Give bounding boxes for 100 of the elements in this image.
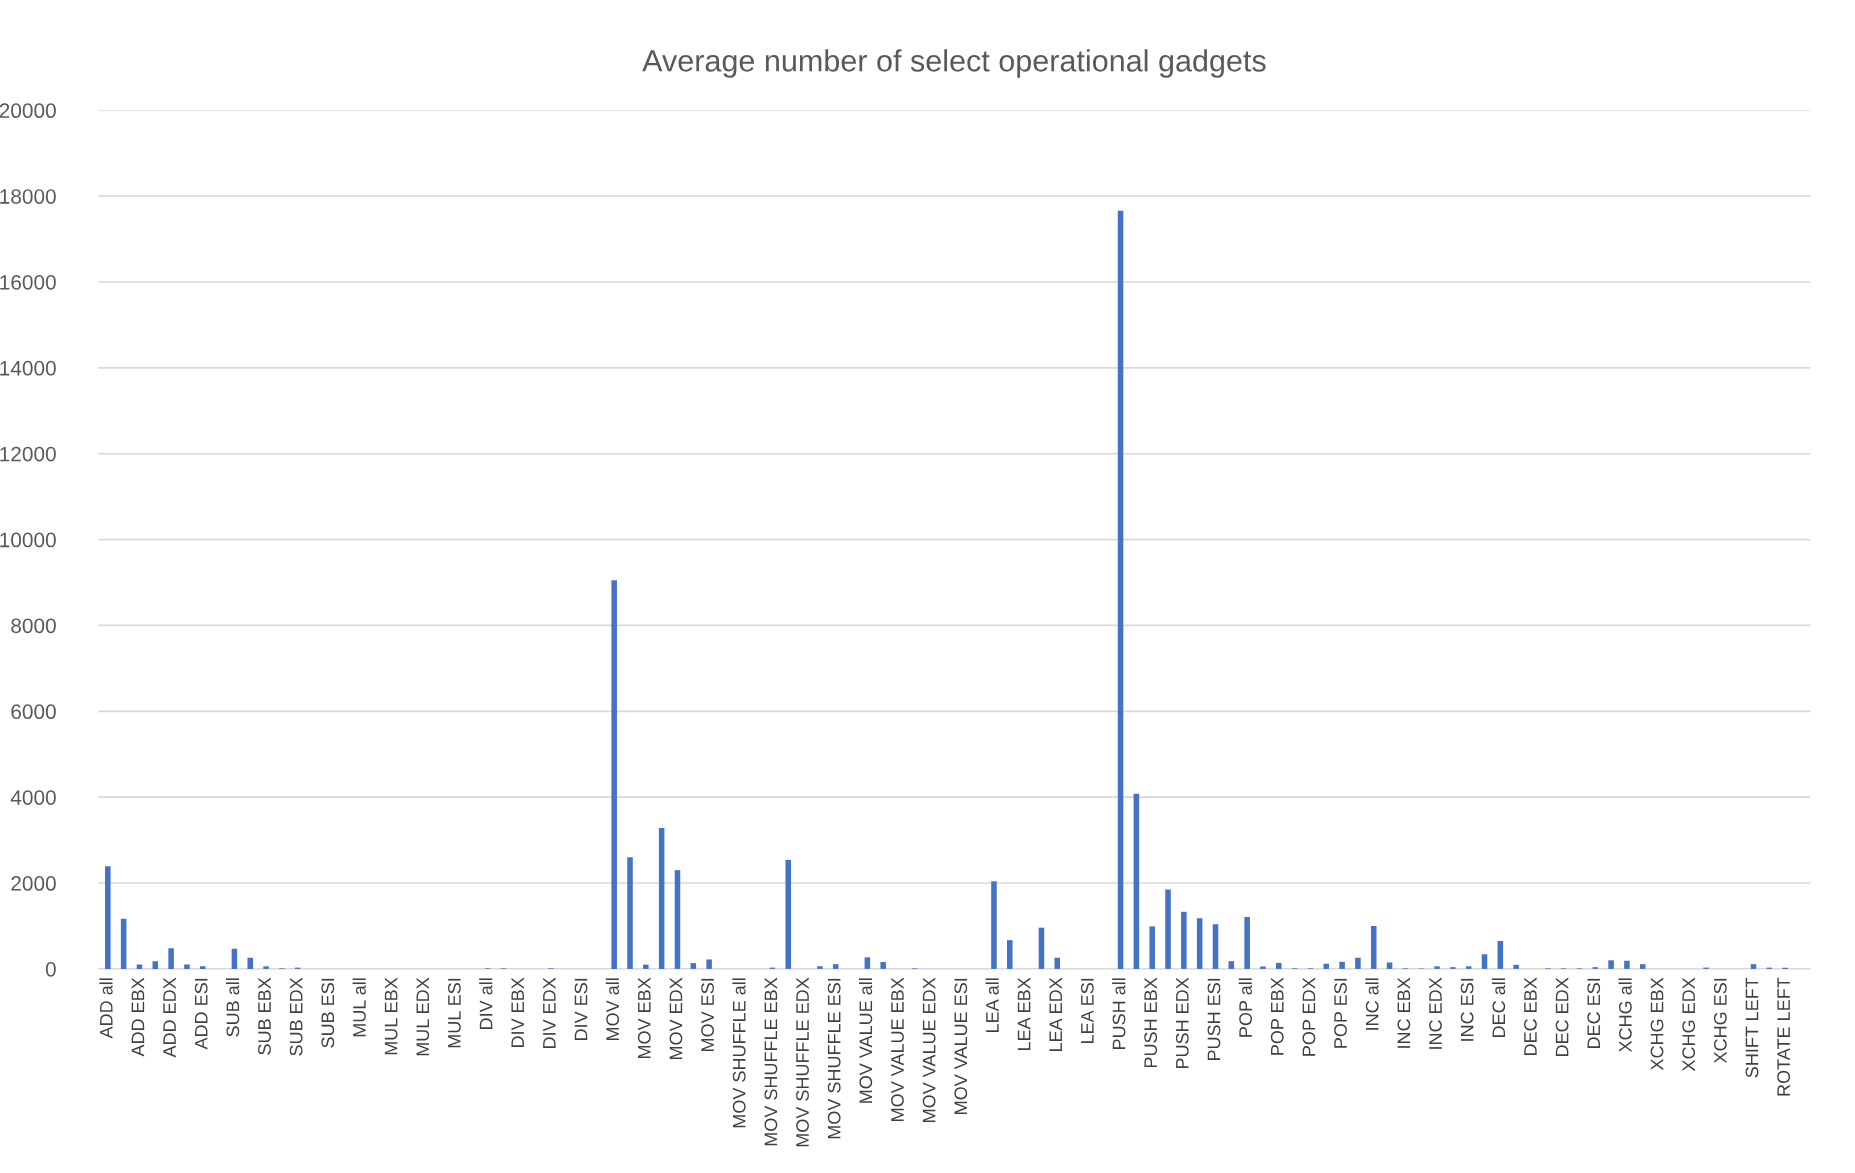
bar xyxy=(1196,918,1203,969)
bar xyxy=(611,580,617,969)
x-tick-label: DEC EDX xyxy=(1555,977,1569,1057)
x-tick-label: MOV ESI xyxy=(701,978,714,1051)
bar xyxy=(1133,793,1140,969)
x-tick-label: MOV all xyxy=(605,978,620,1040)
x-tick-label: DIV all xyxy=(479,978,493,1029)
bar xyxy=(1323,963,1330,969)
y-tick-label: 6000 xyxy=(11,704,56,720)
bar xyxy=(1624,960,1630,969)
x-tick-label: INC ESI xyxy=(1460,978,1474,1041)
x-tick-label: MOV VALUE EBX xyxy=(891,977,904,1121)
x-tick-label: MUL EDX xyxy=(416,977,430,1056)
x-tick-label: INC EDX xyxy=(1429,977,1442,1049)
bar xyxy=(105,866,111,969)
x-tick-label: PUSH EDX xyxy=(1175,977,1189,1069)
bar xyxy=(880,962,886,969)
bar xyxy=(832,964,839,969)
bar xyxy=(1355,957,1361,969)
bar xyxy=(1038,927,1045,969)
x-tick-label: POP EBX xyxy=(1270,977,1284,1055)
bar xyxy=(658,828,665,969)
bar xyxy=(674,870,681,969)
y-tick-label: 16000 xyxy=(0,274,56,290)
bar xyxy=(1386,962,1393,969)
x-tick-label: XCHG EBX xyxy=(1650,977,1664,1071)
bar xyxy=(199,966,206,969)
x-tick-label: ADD EBX xyxy=(131,977,145,1057)
x-tick-label: XCHG ESI xyxy=(1713,978,1727,1064)
bar xyxy=(864,957,871,969)
x-tick-label: DEC EBX xyxy=(1524,977,1537,1056)
x-tick-label: LEA EDX xyxy=(1049,977,1062,1052)
x-tick-label: SUB all xyxy=(225,978,240,1037)
x-tick-label: ROTATE LEFT xyxy=(1777,977,1791,1096)
bar xyxy=(627,857,633,969)
bar xyxy=(1260,966,1266,969)
x-tick-label: MOV VALUE all xyxy=(858,978,873,1103)
chart-title: Average number of select operational gadgets xyxy=(642,49,1266,78)
x-tick-label: PUSH ESI xyxy=(1207,978,1221,1061)
x-tick-label: PUSH EBX xyxy=(1144,977,1158,1068)
bar xyxy=(1639,964,1646,969)
bar xyxy=(1149,926,1155,969)
x-tick-label: DIV ESI xyxy=(574,978,588,1040)
x-tick-label: INC all xyxy=(1365,978,1379,1030)
bar xyxy=(168,948,174,969)
x-tick-label: DEC ESI xyxy=(1587,978,1601,1048)
bar xyxy=(1481,954,1488,969)
x-tick-label: PUSH all xyxy=(1112,978,1126,1049)
x-tick-label: DIV EDX xyxy=(543,977,556,1048)
x-tick-label: SHIFT LEFT xyxy=(1745,977,1759,1078)
x-tick-label: ADD EDX xyxy=(163,977,176,1058)
x-tick-label: XCHG EDX xyxy=(1682,977,1696,1072)
y-tick-label: 18000 xyxy=(0,189,56,204)
bar xyxy=(263,966,269,969)
bar xyxy=(991,881,997,969)
x-tick-label: POP ESI xyxy=(1334,978,1347,1048)
bar xyxy=(1244,916,1250,969)
x-tick-label: MUL ESI xyxy=(448,978,461,1048)
bar xyxy=(120,918,127,969)
x-tick-label: MOV SHUFFLE EBX xyxy=(764,977,778,1146)
bar xyxy=(1608,960,1614,969)
bar xyxy=(1228,961,1235,969)
x-tick-label: SUB EBX xyxy=(258,977,271,1055)
y-tick-label: 0 xyxy=(45,961,56,977)
x-tick-label: ADD all xyxy=(99,978,113,1039)
bar xyxy=(1212,924,1219,969)
bar xyxy=(643,964,649,969)
bar xyxy=(706,959,712,969)
bar xyxy=(1497,940,1504,969)
x-tick-label: POP all xyxy=(1238,978,1252,1037)
bar xyxy=(1054,957,1061,969)
bar xyxy=(690,963,697,969)
bar xyxy=(1434,966,1440,969)
bar xyxy=(247,957,253,969)
x-tick-label: POP EDX xyxy=(1302,977,1316,1056)
x-tick-label: MOV SHUFFLE all xyxy=(732,978,746,1128)
y-tick-label: 10000 xyxy=(0,532,56,548)
bar xyxy=(1007,940,1013,969)
x-tick-label: XCHG all xyxy=(1618,978,1632,1053)
x-tick-label: LEA ESI xyxy=(1080,978,1094,1043)
x-tick-label: LEA EBX xyxy=(1017,977,1031,1051)
x-tick-label: MUL all xyxy=(352,978,366,1037)
bar xyxy=(1117,210,1124,969)
x-tick-label: DIV EBX xyxy=(511,977,524,1047)
x-tick-label: MOV VALUE ESI xyxy=(954,978,968,1114)
x-tick-label: INC EBX xyxy=(1397,977,1411,1048)
bar xyxy=(1165,889,1171,969)
x-tick-label: SUB ESI xyxy=(321,978,335,1048)
x-tick-label: MUL EBX xyxy=(384,977,398,1055)
y-tick-label: 12000 xyxy=(0,446,56,462)
bar xyxy=(1370,925,1377,969)
bar xyxy=(1339,961,1345,969)
bar xyxy=(1276,962,1282,969)
y-tick-label: 4000 xyxy=(10,790,56,805)
x-tick-label: MOV EBX xyxy=(637,977,651,1059)
x-tick-label: ADD ESI xyxy=(194,978,208,1050)
bar xyxy=(1465,966,1472,969)
bar xyxy=(1513,964,1519,969)
y-tick-label: 2000 xyxy=(11,876,56,891)
x-tick-label: DEC all xyxy=(1491,978,1506,1037)
